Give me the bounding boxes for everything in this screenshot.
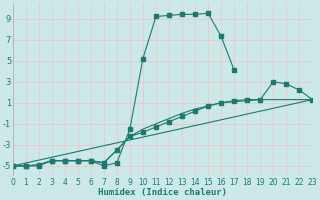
- X-axis label: Humidex (Indice chaleur): Humidex (Indice chaleur): [98, 188, 227, 197]
